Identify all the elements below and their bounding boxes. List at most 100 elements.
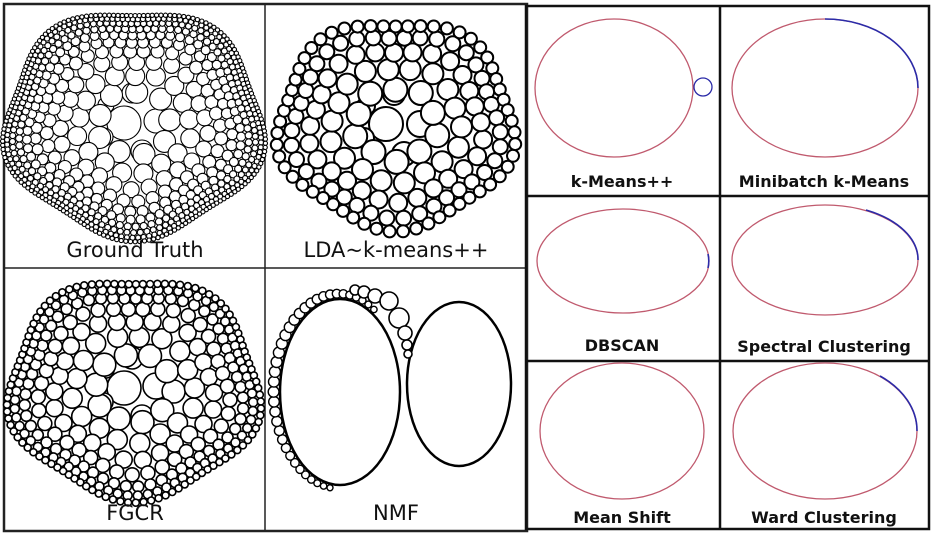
packed-circle	[25, 185, 31, 191]
packed-circle	[115, 220, 124, 230]
packed-circle	[94, 489, 104, 498]
kmeans-pp-label: k-Means++	[571, 172, 674, 191]
packed-circle	[88, 13, 94, 19]
packed-circle	[419, 99, 446, 126]
packed-circle	[351, 158, 374, 181]
packed-circle	[486, 152, 504, 170]
packed-circle	[378, 209, 396, 227]
packed-circle	[47, 426, 63, 443]
fgcr-label: FGCR	[106, 501, 164, 525]
packed-circle	[206, 52, 217, 63]
packed-circle	[151, 327, 173, 350]
spectral-plot	[731, 204, 919, 316]
packed-circle	[283, 136, 300, 154]
packed-circle	[10, 149, 18, 157]
packed-circle	[60, 302, 73, 316]
packed-circle	[74, 217, 80, 223]
packed-circle	[342, 123, 369, 150]
packed-circle	[191, 472, 201, 482]
packed-circle	[1, 150, 7, 157]
nmf-small-circle	[319, 482, 328, 490]
mean-shift-plot	[539, 362, 705, 500]
packed-circle	[62, 314, 78, 331]
packed-circle	[357, 80, 384, 107]
packed-circle	[508, 137, 523, 152]
packed-circle	[167, 229, 174, 235]
packed-circle	[85, 74, 106, 95]
packed-circle	[105, 234, 111, 240]
packed-circle	[392, 171, 416, 195]
packed-circle	[323, 180, 341, 198]
packed-circle	[49, 54, 60, 65]
packed-circle	[457, 44, 475, 62]
packed-circle	[128, 12, 134, 19]
packed-circle	[114, 236, 120, 243]
packed-circle	[234, 380, 247, 394]
kmeans-pp-plot	[534, 18, 713, 158]
packed-circle	[153, 12, 160, 18]
packed-circle	[462, 190, 477, 205]
packed-circle	[214, 27, 221, 33]
packed-circle	[507, 125, 522, 140]
kmeans-pp-blue-cluster	[693, 77, 713, 97]
packed-circle	[18, 438, 27, 447]
packed-circle	[114, 450, 133, 469]
packed-circle	[115, 12, 121, 19]
packed-circle	[102, 279, 112, 289]
packed-circle	[324, 25, 339, 40]
packed-circle	[151, 153, 172, 174]
packed-circle	[224, 36, 230, 42]
packed-circle	[117, 279, 126, 289]
packed-circle	[154, 217, 164, 226]
packed-circle	[53, 463, 62, 472]
packed-circle	[35, 451, 44, 461]
packed-circle	[101, 492, 110, 502]
packed-circle	[0, 146, 6, 153]
packed-circle	[107, 218, 117, 227]
packed-circle	[95, 279, 104, 289]
packed-circle	[160, 279, 170, 289]
packed-circle	[171, 227, 178, 233]
packed-circle	[233, 445, 242, 455]
packed-circle	[500, 159, 515, 174]
packed-circle	[165, 46, 180, 61]
packed-circle	[337, 21, 352, 36]
packed-circle	[51, 291, 61, 301]
packed-circle	[88, 485, 97, 495]
packed-circle	[48, 44, 58, 54]
packed-circle	[244, 131, 253, 140]
packed-circle	[234, 164, 243, 173]
packed-circle	[189, 60, 204, 75]
packed-circle	[77, 62, 95, 81]
packed-circle	[256, 164, 262, 170]
packed-circle	[136, 228, 144, 236]
packed-circle	[382, 224, 397, 239]
packed-circle	[236, 131, 247, 142]
packed-circle	[195, 140, 213, 158]
packed-circle	[15, 160, 23, 168]
packed-circle	[199, 124, 217, 142]
packed-circle	[211, 24, 217, 30]
packed-circle	[49, 25, 55, 32]
packed-circle	[407, 80, 434, 106]
packed-circle	[141, 238, 148, 244]
packed-circle	[224, 193, 231, 200]
nmf-small-circle	[369, 305, 378, 314]
packed-circle	[245, 178, 251, 184]
packed-circle	[353, 59, 377, 83]
packed-circle	[122, 181, 140, 199]
packed-circle	[307, 149, 328, 170]
packed-circle	[123, 12, 130, 19]
packed-circle	[304, 41, 319, 55]
packed-circle	[428, 30, 446, 48]
packed-circle	[17, 120, 26, 129]
packed-circle	[228, 422, 242, 436]
packed-circle	[92, 352, 117, 378]
packed-circle	[262, 144, 268, 151]
packed-circle	[167, 12, 173, 18]
packed-circle	[257, 144, 264, 151]
packed-circle	[272, 149, 287, 164]
packed-circle	[175, 225, 181, 231]
packed-circle	[215, 457, 224, 467]
packed-circle	[239, 183, 245, 190]
